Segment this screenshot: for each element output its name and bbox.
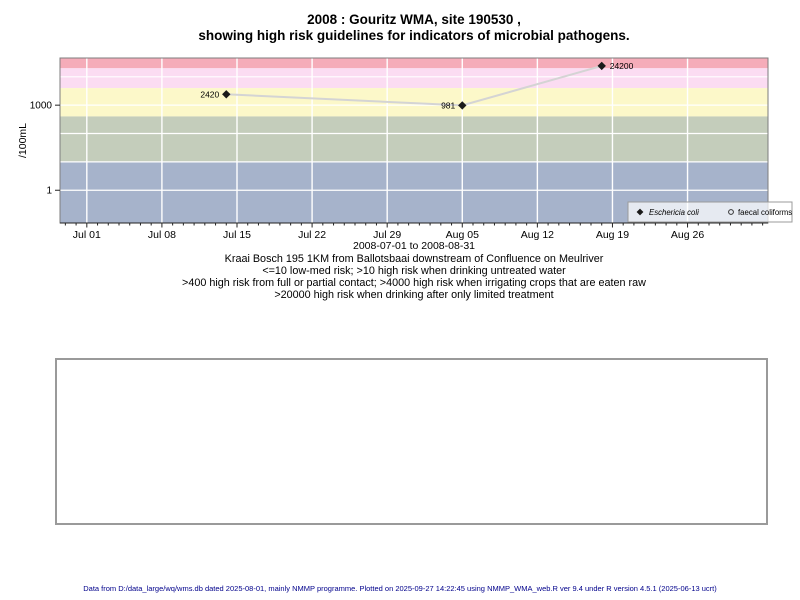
x-tick-label: Aug 05 (446, 229, 479, 241)
caption-block: 2008-07-01 to 2008-08-31 Kraai Bosch 195… (60, 240, 768, 302)
x-tick-label: Jul 22 (298, 229, 326, 241)
guideline-line-2: >400 high risk from full or partial cont… (182, 277, 646, 290)
x-tick-label: Jul 01 (73, 229, 101, 241)
legend-filled-diamond-icon (636, 208, 644, 216)
risk-band-risk-10-400-untreated-water (60, 116, 768, 162)
chart-title-line1: 2008 : Gouritz WMA, site 190530 , (307, 12, 521, 27)
chart-plot: Jul 01 Jul 08 Jul 15 Jul 22 Jul 29 Aug 05 Aug … (17, 57, 793, 241)
risk-band-risk->20000-drinking-limited-treatment (60, 58, 768, 69)
x-tick-label: Aug 26 (671, 229, 704, 241)
data-point-marker (222, 90, 231, 99)
legend-box (627, 201, 793, 223)
data-point-marker (597, 61, 606, 71)
site-description: Kraai Bosch 195 1KM from Ballotsbaai dow… (224, 252, 604, 265)
footer-text: Data from D:/data_large/wq/wms.db dated … (83, 584, 717, 593)
chart-title-line2: showing high risk guidelines for indicat… (198, 28, 630, 43)
y-tick-label: 1 (46, 186, 52, 197)
risk-band-risk-4000-20000-irrigating-crops (60, 68, 768, 89)
data-point-label: 981 (441, 100, 455, 110)
empty-panel (55, 358, 768, 525)
legend-label-faecal-coliforms: faecal coliforms (738, 208, 792, 217)
y-axis-label: /100mL (17, 123, 29, 158)
legend-label-escherichia-coli: Eschericia coli (649, 208, 699, 217)
chart-title: 2008 : Gouritz WMA, site 190530 , showin… (60, 12, 768, 44)
data-point-marker (458, 101, 467, 110)
x-tick-label: Jul 15 (223, 229, 251, 241)
legend-open-circle-icon (728, 209, 734, 215)
y-tick-label: 1000 (30, 101, 53, 112)
x-tick-label: Aug 19 (596, 229, 629, 241)
x-tick-label: Jul 29 (373, 229, 401, 241)
x-period-label: 2008-07-01 to 2008-08-31 (352, 240, 475, 252)
guideline-line-3: >20000 high risk when drinking after onl… (274, 289, 554, 302)
x-tick-label: Aug 12 (521, 229, 554, 241)
data-point-label: 24200 (610, 61, 634, 71)
x-tick-label: Jul 08 (148, 229, 176, 241)
data-point-label: 2420 (200, 89, 219, 99)
guideline-line-1: <=10 low-med risk; >10 high risk when dr… (262, 264, 566, 277)
